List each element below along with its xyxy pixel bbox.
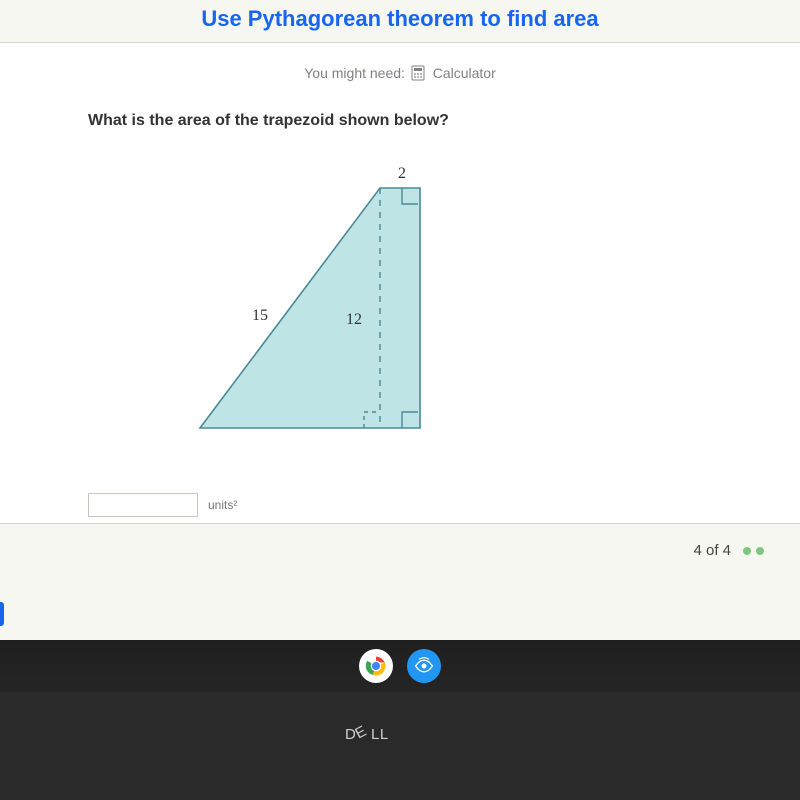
left-accent-bar [0,602,4,626]
svg-text:12: 12 [346,311,362,328]
chrome-icon[interactable] [359,649,393,683]
page-title: Use Pythagorean theorem to find area [201,6,598,31]
trapezoid-figure: 2 15 12 [180,148,800,453]
app-screen: Use Pythagorean theorem to find area You… [0,0,800,640]
calculator-icon[interactable] [411,65,425,84]
progress-text: 4 of 4 [693,542,731,559]
svg-text:LL: LL [371,726,389,743]
progress-dot [756,547,764,555]
visibility-icon[interactable] [407,649,441,683]
answer-input[interactable] [88,493,198,517]
taskbar [0,640,800,692]
answer-row: units² [0,493,800,523]
hint-prefix: You might need: [304,65,405,81]
svg-text:15: 15 [252,307,268,324]
progress-footer: 4 of 4 [0,524,800,559]
units-label: units² [208,498,237,512]
brand-logo: D E LL [0,718,800,757]
progress-dots [743,547,764,555]
calculator-label[interactable]: Calculator [433,65,496,81]
figure-container: 2 15 12 [0,130,800,493]
question-text: What is the area of the trapezoid shown … [0,102,800,130]
progress-dot [743,547,751,555]
hint-row: You might need: Calculator [0,55,800,102]
svg-text:2: 2 [398,165,406,182]
page-header: Use Pythagorean theorem to find area [0,0,800,42]
content-area: You might need: Calculator What is the a… [0,43,800,523]
